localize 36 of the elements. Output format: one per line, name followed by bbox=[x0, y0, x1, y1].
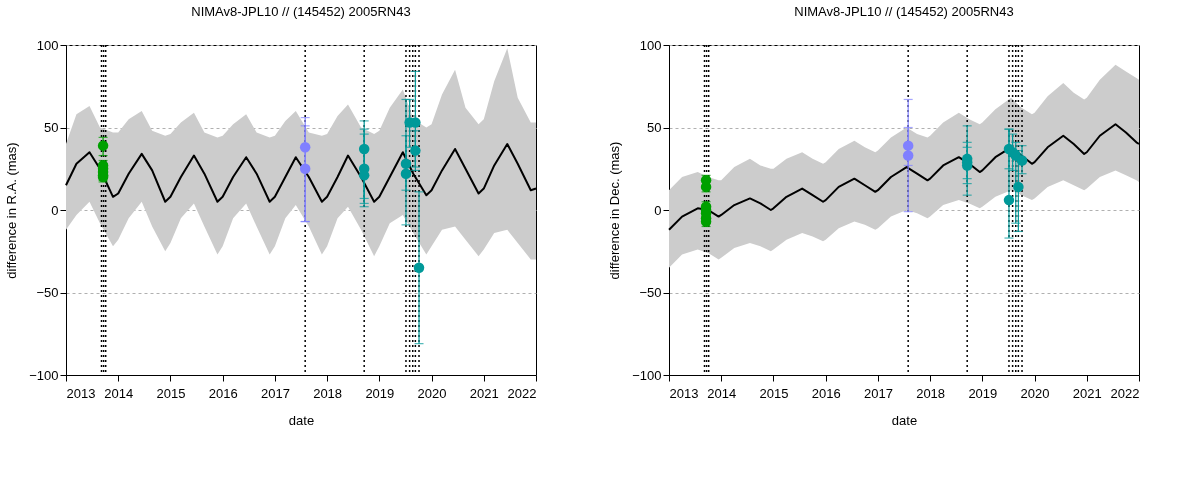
x-tick-label: 2022 bbox=[507, 385, 537, 401]
y-tick-label: 100 bbox=[36, 37, 59, 53]
x-tick-label: 2016 bbox=[208, 385, 238, 401]
x-tick-label: 2013 bbox=[669, 385, 699, 401]
x-tick-label: 2019 bbox=[365, 385, 395, 401]
x-axis-title: date bbox=[891, 412, 918, 428]
x-axis-title: date bbox=[288, 412, 315, 428]
chart-title: NIMAv8-JPL10 // (145452) 2005RN43 bbox=[794, 4, 1014, 19]
chart-title: NIMAv8-JPL10 // (145452) 2005RN43 bbox=[191, 4, 411, 19]
x-tick-label: 2019 bbox=[968, 385, 998, 401]
x-tick-label: 2017 bbox=[260, 385, 290, 401]
y-tick-label: 50 bbox=[647, 120, 662, 135]
x-tick-label: 2020 bbox=[1020, 385, 1050, 401]
x-tick-label: 2014 bbox=[104, 385, 134, 401]
y-tick-label: 0 bbox=[51, 202, 59, 218]
x-tick-label: 2018 bbox=[313, 385, 343, 401]
x-tick-label: 2017 bbox=[863, 385, 893, 401]
y-tick-label: −50 bbox=[639, 285, 662, 300]
x-tick-label: 2021 bbox=[1072, 385, 1102, 401]
y-tick-label: −100 bbox=[632, 367, 662, 383]
x-tick-label: 2015 bbox=[156, 385, 186, 401]
x-tick-label: 2016 bbox=[811, 385, 841, 401]
y-tick-label: −50 bbox=[36, 285, 59, 300]
y-tick-label: 50 bbox=[44, 120, 59, 135]
y-axis-title: difference in Dec. (mas) bbox=[607, 141, 623, 280]
x-tick-label: 2021 bbox=[469, 385, 499, 401]
y-axis-title: difference in R.A. (mas) bbox=[4, 142, 20, 279]
y-tick-label: −100 bbox=[29, 367, 59, 383]
x-tick-label: 2018 bbox=[916, 385, 946, 401]
x-tick-label: 2022 bbox=[1110, 385, 1140, 401]
x-tick-label: 2013 bbox=[66, 385, 96, 401]
x-tick-label: 2014 bbox=[707, 385, 737, 401]
y-tick-label: 0 bbox=[654, 202, 662, 218]
x-tick-label: 2015 bbox=[759, 385, 789, 401]
y-tick-label: 100 bbox=[639, 37, 662, 53]
x-tick-label: 2020 bbox=[417, 385, 447, 401]
